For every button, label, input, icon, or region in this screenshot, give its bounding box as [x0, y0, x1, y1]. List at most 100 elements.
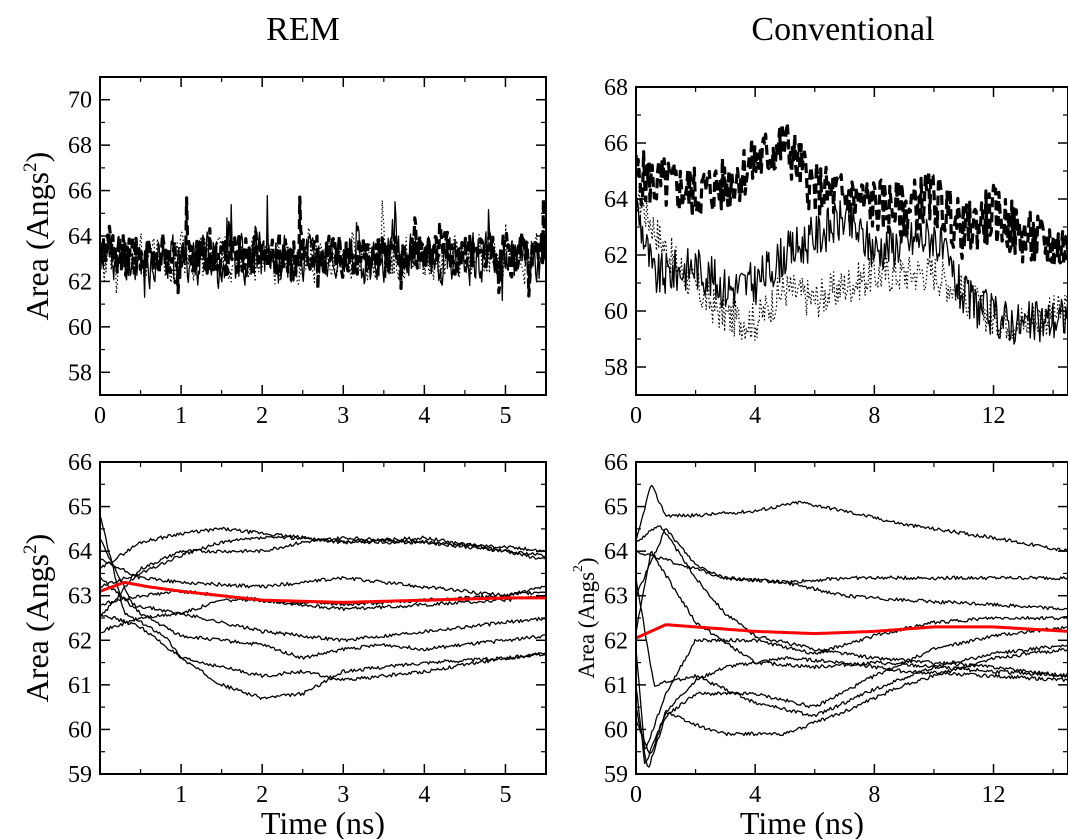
y-tick-label: 60: [604, 299, 628, 325]
y-axis-label-superscript: 2: [20, 544, 41, 554]
y-tick-label: 60: [68, 315, 92, 341]
y-tick-label: 68: [68, 133, 92, 159]
y-tick-label: 64: [68, 224, 92, 250]
series-line: [100, 514, 546, 700]
series-line: [636, 549, 1068, 585]
series-line: [636, 121, 1068, 268]
series-line: [636, 198, 1068, 345]
x-axis-label: Time (ns): [740, 805, 864, 839]
series-line: [636, 525, 1068, 678]
x-tick-label: 3: [337, 782, 349, 808]
x-tick-label: 2: [256, 403, 268, 429]
y-tick-label: 65: [68, 495, 92, 521]
x-tick-label: 2: [256, 782, 268, 808]
series-line: [636, 484, 1068, 553]
y-tick-label: 65: [604, 495, 628, 521]
series-line: [100, 558, 546, 598]
x-tick-label: 5: [499, 782, 511, 808]
y-axis-label: Area (Angs2): [19, 534, 55, 703]
y-axis-label-close: ): [19, 152, 55, 163]
x-tick-label: 4: [418, 782, 430, 808]
plot-frame: [99, 461, 547, 775]
series-average-line: [636, 623, 1068, 640]
x-tick-label: 4: [749, 403, 761, 429]
series-line: [100, 612, 546, 682]
series-average-line: [100, 581, 546, 604]
series-line: [636, 528, 1068, 611]
x-tick-label: 0: [630, 782, 642, 808]
y-axis-label: Area (Angs2): [19, 152, 55, 321]
y-tick-label: 66: [68, 450, 92, 476]
plot-frame: [99, 76, 547, 396]
y-tick-label: 62: [604, 243, 628, 269]
x-tick-label: 1: [175, 782, 187, 808]
series-group: [100, 514, 546, 700]
y-tick-label: 62: [68, 628, 92, 654]
y-axis-label-superscript: 2: [20, 162, 41, 172]
series-line: [100, 538, 546, 616]
series-line: [636, 625, 1068, 768]
x-tick-label: 12: [982, 403, 1006, 429]
x-tick-label: 12: [982, 782, 1006, 808]
y-tick-label: 61: [604, 673, 628, 699]
column-title-rem: REM: [266, 11, 340, 48]
panel-4: 0 4 8 12 59 60 61 62 63 64 65 66 Area (Angs2) Time (n…: [570, 450, 1068, 839]
series-line: [100, 195, 546, 302]
x-tick-label: 0: [630, 403, 642, 429]
y-axis-label-close: ): [574, 557, 599, 565]
y-tick-label: 59: [604, 762, 628, 788]
series-group: [636, 484, 1068, 768]
y-tick-label: 64: [68, 539, 92, 565]
y-tick-label: 58: [68, 360, 92, 386]
x-axis-label: Time (ns): [261, 805, 385, 839]
x-tick-label: 8: [868, 782, 880, 808]
x-tick-label: 4: [749, 782, 761, 808]
y-tick-label: 66: [604, 131, 628, 157]
x-tick-label: 0: [94, 403, 106, 429]
y-tick-label: 64: [604, 187, 628, 213]
y-tick-label: 58: [604, 355, 628, 381]
series-line: [636, 176, 1068, 341]
series-line: [100, 576, 546, 660]
series-line: [636, 550, 1068, 678]
y-tick-label: 60: [604, 717, 628, 743]
series-group: [100, 195, 546, 302]
y-axis-label-close: ): [19, 534, 55, 545]
plot-frame: [635, 86, 1068, 396]
x-tick-label: 8: [868, 403, 880, 429]
y-axis-label-text: Area (Angs: [19, 554, 55, 702]
series-line: [636, 656, 1068, 765]
y-axis-label-superscript: 2: [570, 565, 585, 572]
y-tick-label: 63: [604, 584, 628, 610]
y-tick-label: 63: [68, 584, 92, 610]
x-tick-label: 1: [175, 403, 187, 429]
series-line: [636, 647, 1068, 754]
y-tick-label: 68: [604, 75, 628, 101]
y-tick-label: 62: [604, 628, 628, 654]
x-tick-label: 4: [418, 403, 430, 429]
y-tick-label: 70: [68, 88, 92, 114]
y-tick-label: 59: [68, 762, 92, 788]
series-line: [100, 195, 546, 298]
y-axis-label-text: Area (Angs: [574, 572, 599, 679]
y-tick-label: 64: [604, 539, 628, 565]
series-line: [100, 611, 546, 643]
y-axis-label-text: Area (Angs: [19, 172, 55, 320]
y-tick-label: 60: [68, 717, 92, 743]
series-group: [636, 121, 1068, 345]
y-tick-label: 62: [68, 269, 92, 295]
y-tick-label: 66: [68, 179, 92, 205]
series-line: [100, 536, 546, 618]
x-tick-label: 5: [499, 403, 511, 429]
x-tick-label: 3: [337, 403, 349, 429]
y-tick-label: 66: [604, 450, 628, 476]
panel-2: 0 4 8 12 58 60 62 64 66 68: [604, 75, 1068, 429]
series-line: [636, 577, 1068, 718]
column-title-conventional: Conventional: [751, 11, 934, 48]
series-line: [100, 199, 546, 294]
series-line: [100, 535, 546, 589]
